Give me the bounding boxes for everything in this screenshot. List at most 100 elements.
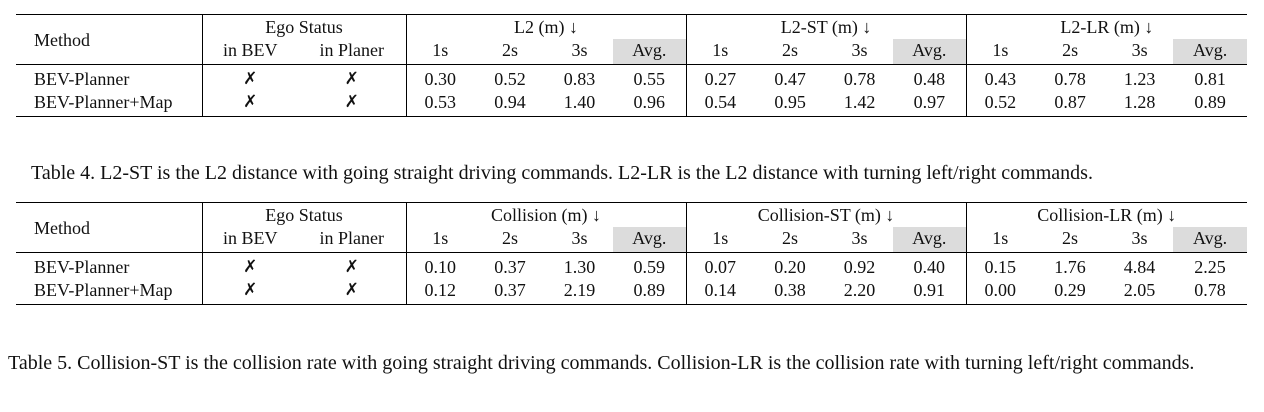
metric-value: 0.92 (826, 252, 894, 279)
metric-value: 0.89 (1173, 91, 1248, 117)
table-row: BEV-Planner+Map ✗ ✗ 0.12 0.37 2.19 0.89 0.14 0.3… (16, 279, 1248, 305)
metric-value: 0.89 (613, 279, 687, 305)
ego-bev-mark: ✗ (202, 64, 298, 91)
horizon-header: 1s (712, 40, 729, 60)
ego-bev-mark: ✗ (202, 252, 298, 279)
method-header: Method (16, 202, 203, 253)
avg-header: Avg. (1173, 39, 1248, 65)
metric-value: 0.94 (474, 91, 547, 117)
metric-value: 4.84 (1106, 252, 1174, 279)
table-5-caption: Table 5. Collision-ST is the collision r… (8, 352, 1195, 374)
results-table: Method Ego Status Collision (m) ↓ Collision… (16, 202, 1248, 305)
horizon-header: 1s (992, 40, 1009, 60)
metric-value: 0.47 (754, 64, 827, 91)
ego-planer-mark: ✗ (298, 279, 407, 305)
method-name: BEV-Planner (16, 64, 203, 91)
metric-value: 0.97 (893, 91, 967, 117)
ego-in-bev-header: in BEV (222, 228, 278, 248)
metric-value: 0.81 (1173, 64, 1248, 91)
ego-bev-mark: ✗ (202, 91, 298, 117)
table-4: Method Ego Status L2 (m) ↓ L2-ST (m) ↓ L2-LR… (16, 14, 1248, 117)
avg-header: Avg. (893, 39, 967, 65)
horizon-header: 2s (782, 40, 799, 60)
metric-value: 0.07 (686, 252, 755, 279)
ego-in-planer-header: in Planer (298, 39, 407, 65)
horizon-header: 1s (432, 228, 449, 248)
metric-value: 0.83 (546, 64, 614, 91)
ego-planer-mark: ✗ (298, 91, 407, 117)
metric-value: 0.15 (966, 252, 1035, 279)
metric-value: 1.76 (1034, 252, 1107, 279)
horizon-header: 2s (1062, 228, 1079, 248)
horizon-header: 1s (712, 228, 729, 248)
metric-value: 0.14 (686, 279, 755, 305)
metric-value: 0.12 (406, 279, 475, 305)
metric-value: 0.38 (754, 279, 827, 305)
horizon-header: 3s (571, 228, 588, 248)
ego-status-header: Ego Status (202, 14, 407, 39)
horizon-header: 3s (1131, 228, 1148, 248)
method-name: BEV-Planner+Map (16, 279, 203, 305)
metric-group-header: Collision (m) ↓ (406, 202, 687, 227)
avg-header: Avg. (613, 227, 687, 253)
table-row: BEV-Planner ✗ ✗ 0.30 0.52 0.83 0.55 0.27 0.47 0.7… (16, 64, 1248, 91)
method-header: Method (16, 14, 203, 65)
ego-status-header: Ego Status (202, 202, 407, 227)
table-row: BEV-Planner+Map ✗ ✗ 0.53 0.94 1.40 0.96 0.54 0.9… (16, 91, 1248, 117)
horizon-header: 3s (851, 228, 868, 248)
avg-header: Avg. (1173, 227, 1248, 253)
metric-value: 0.54 (686, 91, 755, 117)
horizon-header: 2s (502, 228, 519, 248)
metric-group-header: L2-LR (m) ↓ (966, 14, 1248, 39)
horizon-header: 3s (1131, 40, 1148, 60)
avg-header: Avg. (613, 39, 687, 65)
horizon-header: 3s (851, 40, 868, 60)
ego-planer-mark: ✗ (298, 64, 407, 91)
metric-value: 1.23 (1106, 64, 1174, 91)
ego-in-bev-header: in BEV (222, 40, 278, 60)
method-name: BEV-Planner (16, 252, 203, 279)
metric-value: 0.52 (966, 91, 1035, 117)
horizon-header: 2s (782, 228, 799, 248)
metric-value: 2.05 (1106, 279, 1174, 305)
metric-value: 0.78 (1034, 64, 1107, 91)
metric-value: 0.30 (406, 64, 475, 91)
metric-value: 0.96 (613, 91, 687, 117)
avg-header: Avg. (893, 227, 967, 253)
metric-value: 0.78 (1173, 279, 1248, 305)
metric-value: 0.10 (406, 252, 475, 279)
ego-in-planer-header: in Planer (298, 227, 407, 253)
metric-value: 0.37 (474, 279, 547, 305)
metric-value: 1.30 (546, 252, 614, 279)
results-table: Method Ego Status L2 (m) ↓ L2-ST (m) ↓ L2-LR… (16, 14, 1248, 117)
metric-value: 1.40 (546, 91, 614, 117)
metric-value: 0.87 (1034, 91, 1107, 117)
metric-value: 2.19 (546, 279, 614, 305)
metric-value: 0.52 (474, 64, 547, 91)
metric-value: 0.55 (613, 64, 687, 91)
metric-value: 0.20 (754, 252, 827, 279)
metric-value: 0.48 (893, 64, 967, 91)
metric-value: 0.59 (613, 252, 687, 279)
table-4-caption: Table 4. L2-ST is the L2 distance with g… (31, 162, 1093, 184)
ego-planer-mark: ✗ (298, 252, 407, 279)
horizon-header: 3s (571, 40, 588, 60)
method-name: BEV-Planner+Map (16, 91, 203, 117)
metric-group-header: Collision-LR (m) ↓ (966, 202, 1248, 227)
metric-value: 0.53 (406, 91, 475, 117)
metric-value: 0.78 (826, 64, 894, 91)
ego-bev-mark: ✗ (202, 279, 298, 305)
horizon-header: 1s (432, 40, 449, 60)
horizon-header: 1s (992, 228, 1009, 248)
metric-value: 0.29 (1034, 279, 1107, 305)
metric-value: 1.28 (1106, 91, 1174, 117)
metric-value: 1.42 (826, 91, 894, 117)
metric-value: 2.25 (1173, 252, 1248, 279)
metric-value: 0.37 (474, 252, 547, 279)
metric-value: 0.43 (966, 64, 1035, 91)
metric-value: 0.40 (893, 252, 967, 279)
metric-value: 0.27 (686, 64, 755, 91)
metric-value: 0.00 (966, 279, 1035, 305)
metric-group-header: L2 (m) ↓ (406, 14, 687, 39)
table-5: Method Ego Status Collision (m) ↓ Collision… (16, 202, 1248, 305)
